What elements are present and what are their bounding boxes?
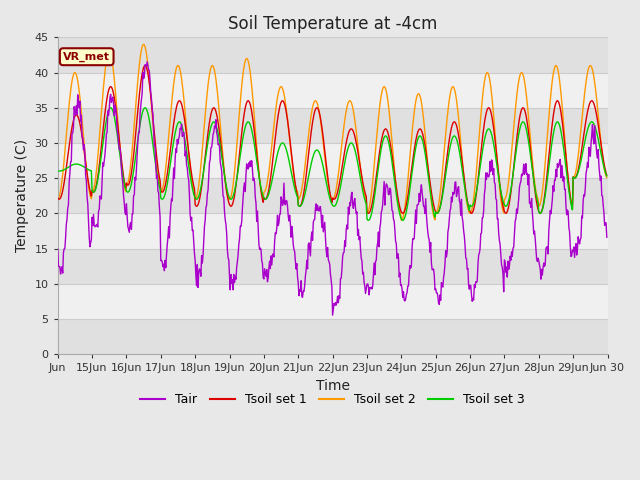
Legend: Tair, Tsoil set 1, Tsoil set 2, Tsoil set 3: Tair, Tsoil set 1, Tsoil set 2, Tsoil se… — [135, 388, 530, 411]
Bar — [58, 108, 607, 143]
Bar — [58, 249, 607, 284]
Bar — [58, 319, 607, 354]
Bar — [58, 178, 607, 213]
Bar — [58, 37, 607, 72]
Text: VR_met: VR_met — [63, 51, 110, 62]
Title: Soil Temperature at -4cm: Soil Temperature at -4cm — [228, 15, 437, 33]
Y-axis label: Temperature (C): Temperature (C) — [15, 139, 29, 252]
X-axis label: Time: Time — [316, 379, 349, 393]
